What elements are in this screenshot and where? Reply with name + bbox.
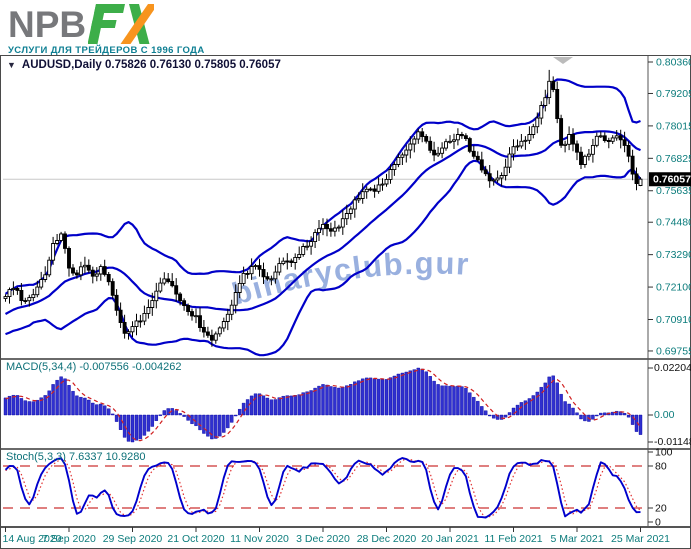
stoch-indicator-label: Stoch(5,3,3) 7.6337 10.9280	[6, 451, 146, 463]
price-scale-label: 0.69755	[656, 345, 691, 357]
symbol-dropdown-icon[interactable]: ▼	[7, 60, 16, 70]
time-axis-label: 20 Jan 2021	[421, 533, 479, 545]
logo-fx-glyph	[88, 4, 155, 44]
chart-window[interactable]: binaryclub.guru0.803600.792050.780150.76…	[0, 55, 691, 549]
price-scale-label: 0.70910	[656, 314, 691, 326]
price-scale-label: 0.76825	[656, 153, 691, 165]
brand-logo: NPB УСЛУГИ ДЛЯ ТРЕЙДЕРОВ С 1996 ГОДА	[8, 4, 205, 56]
price-scale-label: 0.78015	[656, 120, 691, 132]
stoch-scale-label: 0	[655, 517, 661, 529]
macd-scale-min: -0.011488	[654, 436, 691, 448]
chart-title-bar: ▼ AUDUSD,Daily 0.75826 0.76130 0.75805 0…	[7, 59, 281, 71]
logo-row: NPB	[8, 4, 205, 44]
price-scale-label: 0.80360	[656, 57, 691, 69]
time-axis-label: 3 Dec 2020	[296, 533, 350, 545]
price-scale-label: 0.73290	[656, 249, 691, 261]
time-axis-label: 29 Sep 2020	[103, 533, 163, 545]
price-scale-label: 0.72100	[656, 282, 691, 294]
chart-canvas[interactable]: binaryclub.guru0.803600.792050.780150.76…	[0, 55, 691, 549]
bull-candles	[3, 80, 643, 341]
logo-tagline: УСЛУГИ ДЛЯ ТРЕЙДЕРОВ С 1996 ГОДА	[8, 45, 205, 56]
time-axis-label: 21 Oct 2020	[167, 533, 224, 545]
stoch-main-line	[4, 457, 641, 519]
macd-histogram	[3, 367, 643, 443]
chart-shift-triangle-icon	[553, 57, 573, 64]
current-price-badge	[649, 172, 691, 187]
time-axis-label: 14 Aug 2020	[3, 533, 62, 545]
time-axis-label: 7 Sep 2020	[42, 533, 96, 545]
stoch-scale-label: 20	[655, 503, 667, 515]
stoch-scale-label: 100	[655, 447, 673, 459]
time-axis-label: 11 Feb 2021	[484, 533, 542, 545]
bollinger-middle-band	[4, 130, 641, 315]
bollinger-lower-band	[5, 159, 642, 357]
macd-indicator-label: MACD(5,34,4) -0.007556 -0.004262	[6, 361, 182, 373]
price-scale-label: 0.75635	[656, 185, 691, 197]
time-axis-label: 11 Nov 2020	[230, 533, 289, 545]
macd-scale-max: 0.022042	[654, 362, 691, 374]
time-axis-label: 25 Mar 2021	[611, 533, 670, 545]
macd-scale-zero: 0.00	[654, 409, 675, 421]
logo-f-topbar	[94, 4, 126, 13]
stoch-scale-label: 80	[655, 461, 667, 473]
logo-f-midbar	[91, 20, 117, 28]
logo-x-slash	[120, 4, 155, 44]
macd-signal-line	[5, 368, 641, 442]
price-scale-label: 0.79205	[656, 88, 691, 100]
current-price-label: 0.76057	[653, 174, 691, 186]
time-axis-label: 28 Dec 2020	[357, 533, 417, 545]
chart-ohlc-title: AUDUSD,Daily 0.75826 0.76130 0.75805 0.7…	[21, 59, 281, 71]
bear-candles	[15, 80, 639, 341]
price-scale-label: 0.74480	[656, 217, 691, 229]
time-axis-label: 5 Mar 2021	[550, 533, 603, 545]
logo-text-npb: NPB	[8, 4, 87, 45]
